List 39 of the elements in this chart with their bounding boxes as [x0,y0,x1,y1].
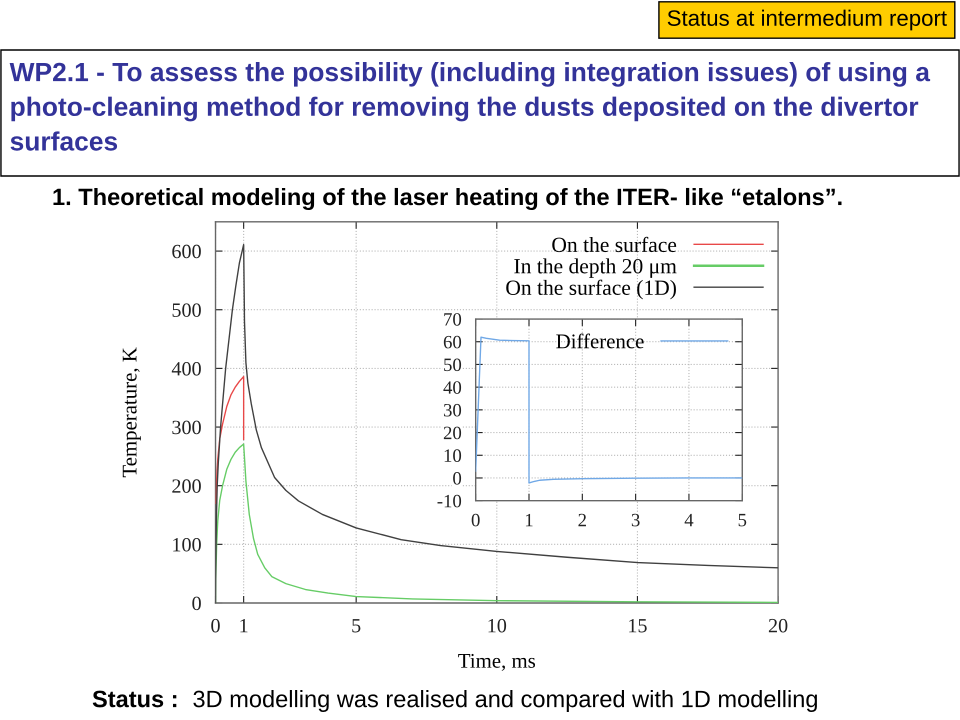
x-axis-title: Time, ms [458,654,536,671]
legend-label: Difference [556,334,644,348]
y-axis-title: Temperature, K [122,347,141,478]
legend-label: On the surface [552,236,676,252]
y-tick-label: 300 [172,420,201,434]
y-tick-label: 0 [453,472,462,485]
x-tick-label: 2 [578,514,586,526]
y-tick-label: 0 [192,596,201,610]
legend-label: On the surface (1D) [506,280,676,300]
x-tick-label: 5 [738,514,746,526]
x-tick-label: 3 [632,514,640,526]
y-tick-label: 60 [444,336,462,348]
x-tick-label: 5 [352,619,360,632]
text: Status : [92,690,176,708]
y-tick-label: 30 [444,404,462,417]
legend-label: In the depth 20 μm [514,258,677,278]
x-tick-label: 0 [472,514,480,526]
x-tick-label: 4 [684,514,694,526]
y-tick-label: 40 [443,381,462,394]
x-tick-label: 15 [629,618,647,632]
chart-subtitle: 1. Theoretical modeling of the laser heating of the ITER- like “etalons”. [53,188,842,210]
x-tick-label: 1 [240,618,248,632]
text: Status at intermedium report [668,10,947,30]
y-tick-label: 600 [172,244,201,258]
y-tick-label: 100 [173,538,201,552]
text: 3D modelling was realised and compared with 1D modelling [193,690,817,712]
y-tick-label: 500 [172,303,201,317]
x-tick-label: 1 [526,514,533,526]
y-tick-label: 20 [444,426,462,440]
x-tick-label: 20 [768,618,788,632]
chart-title: WP2.1 - To assess the possibility (including integration issues) of using a photo-cleaning method for removing the dusts deposited on the divertor surfaces [10,62,930,151]
y-tick-label: 400 [172,362,201,376]
y-tick-label: 50 [444,358,462,372]
x-tick-label: 10 [488,618,506,632]
y-tick-label: -10 [437,494,462,508]
y-tick-label: 10 [444,449,462,462]
y-tick-label: 70 [444,313,462,326]
y-tick-label: 200 [172,479,201,493]
x-tick-label: 0 [211,618,220,632]
